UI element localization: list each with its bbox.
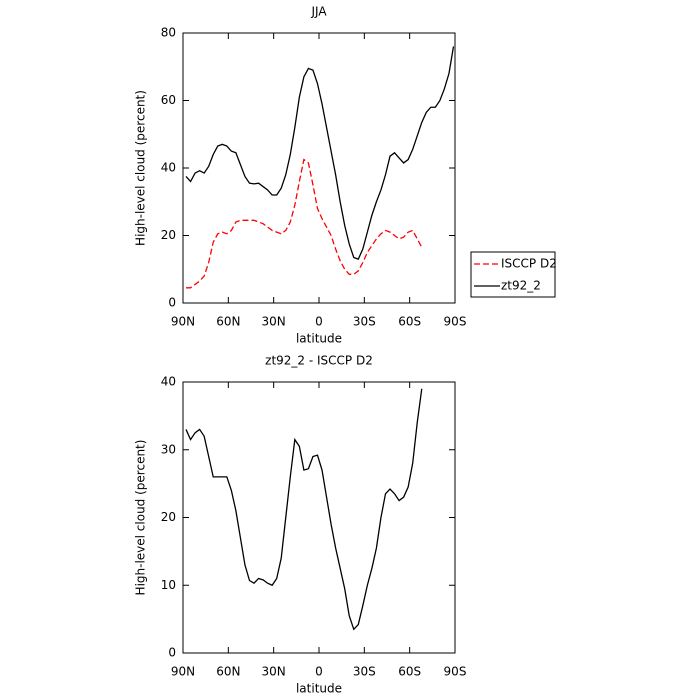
y-tick-label: 10 — [161, 578, 176, 592]
y-axis-label: High-level cloud (percent) — [134, 90, 148, 246]
plot-frame — [182, 381, 456, 654]
x-tick-label: 30S — [353, 665, 376, 679]
legend-label: ISCCP D2 — [501, 257, 557, 271]
y-tick-label: 0 — [168, 646, 176, 660]
legend-box — [470, 251, 556, 298]
data-line — [186, 158, 423, 289]
legend-label: zt92_2 — [501, 279, 541, 293]
chart-title: zt92_2 - ISCCP D2 — [265, 354, 373, 368]
y-tick-label: 20 — [161, 228, 176, 242]
x-tick-label: 90N — [171, 315, 195, 329]
data-line — [185, 46, 455, 260]
y-tick-label: 80 — [161, 26, 176, 40]
chart-title: JJA — [310, 5, 327, 19]
x-tick-label: 90S — [444, 315, 467, 329]
x-tick-label: 0 — [315, 665, 323, 679]
x-tick-label: 60S — [398, 315, 421, 329]
y-tick-label: 40 — [161, 161, 176, 175]
y-tick-label: 40 — [161, 375, 176, 389]
x-tick-label: 0 — [315, 315, 323, 329]
x-tick-label: 30N — [262, 665, 286, 679]
data-line — [185, 388, 423, 631]
y-tick-label: 0 — [168, 296, 176, 310]
y-axis-label: High-level cloud (percent) — [134, 440, 148, 596]
y-tick-label: 30 — [161, 442, 176, 456]
y-tick-label: 60 — [161, 93, 176, 107]
y-tick-label: 20 — [161, 510, 176, 524]
x-tick-label: 60N — [216, 315, 240, 329]
x-tick-label: 60N — [216, 665, 240, 679]
x-tick-label: 30N — [262, 315, 286, 329]
plot-frame — [182, 32, 456, 304]
x-tick-label: 60S — [398, 665, 421, 679]
x-tick-label: 30S — [353, 315, 376, 329]
x-tick-label: 90N — [171, 665, 195, 679]
x-tick-label: 90S — [444, 665, 467, 679]
x-axis-label: latitude — [296, 332, 342, 346]
x-axis-label: latitude — [296, 682, 342, 696]
